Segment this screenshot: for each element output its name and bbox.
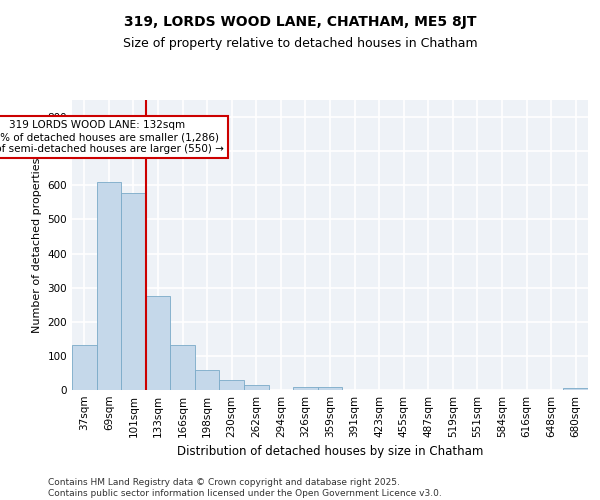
Text: 319 LORDS WOOD LANE: 132sqm
← 70% of detached houses are smaller (1,286)
30% of : 319 LORDS WOOD LANE: 132sqm ← 70% of det… [0,120,224,154]
Y-axis label: Number of detached properties: Number of detached properties [32,158,42,332]
Bar [318,388,342,390]
Text: 319, LORDS WOOD LANE, CHATHAM, ME5 8JT: 319, LORDS WOOD LANE, CHATHAM, ME5 8JT [124,15,476,29]
Bar [170,344,195,390]
X-axis label: Distribution of detached houses by size in Chatham: Distribution of detached houses by size … [177,446,483,458]
Bar [293,386,318,390]
Bar [121,193,146,390]
Bar [72,344,97,390]
Bar [244,385,269,390]
Text: Size of property relative to detached houses in Chatham: Size of property relative to detached ho… [122,38,478,51]
Bar [563,388,588,390]
Bar [195,370,220,390]
Bar [97,182,121,390]
Bar [146,296,170,390]
Text: Contains HM Land Registry data © Crown copyright and database right 2025.
Contai: Contains HM Land Registry data © Crown c… [48,478,442,498]
Bar [220,380,244,390]
